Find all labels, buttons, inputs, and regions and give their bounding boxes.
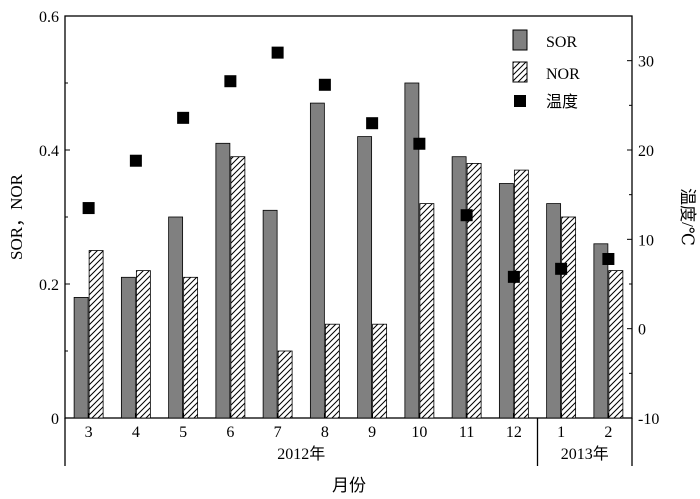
y2-tick-label: 0	[638, 322, 646, 339]
sor-bar	[309, 102, 325, 419]
legend-temp-marker	[514, 95, 526, 107]
legend-temp-label: 温度	[546, 93, 578, 111]
temperature-point	[271, 46, 284, 59]
x-tick-label: 6	[226, 424, 234, 441]
x-tick-label: 2	[604, 424, 612, 441]
temperature-point	[224, 75, 237, 88]
year-label: 2012年	[277, 445, 325, 463]
temperature-point	[507, 270, 520, 283]
nor-bar	[277, 350, 293, 419]
sor-bar	[404, 82, 420, 419]
sor-bar	[73, 296, 89, 419]
nor-bar	[372, 323, 388, 419]
temperature-point	[366, 117, 379, 130]
legend-nor-swatch	[512, 61, 528, 83]
x-tick-label: 1	[557, 424, 565, 441]
temperature-point	[413, 137, 426, 150]
temperature-point	[318, 78, 331, 91]
nor-bar	[608, 270, 624, 419]
temperature-point	[82, 202, 95, 215]
nor-bar	[88, 250, 104, 419]
sor-bar	[120, 276, 136, 419]
x-tick-label: 10	[411, 424, 427, 441]
legend-nor-label: NOR	[546, 66, 580, 83]
y-tick-label: 0.2	[39, 277, 59, 294]
temperature-point	[602, 252, 615, 265]
sor-bar	[262, 209, 278, 419]
x-tick-label: 11	[459, 424, 474, 441]
nor-bar	[466, 162, 482, 419]
x-tick-label: 12	[506, 424, 522, 441]
sor-bar	[546, 203, 562, 419]
legend-sor-swatch	[512, 29, 528, 51]
y2-axis-label: 温度/℃	[678, 188, 697, 246]
y-tick-label: 0.6	[39, 9, 59, 26]
temperature-point	[555, 262, 568, 275]
nor-bar	[324, 323, 340, 419]
y2-tick-label: -10	[638, 411, 659, 428]
nor-bar	[419, 203, 435, 419]
temperature-point	[177, 111, 190, 124]
x-tick-label: 8	[321, 424, 329, 441]
x-tick-label: 4	[132, 424, 140, 441]
sor-bar	[498, 183, 514, 419]
y-tick-label: 0	[51, 411, 59, 428]
x-tick-label: 7	[274, 424, 282, 441]
legend-sor-label: SOR	[546, 34, 577, 51]
sor-bar	[168, 216, 184, 419]
sor-bar	[357, 136, 373, 419]
y2-tick-label: 20	[638, 143, 654, 160]
y2-tick-label: 10	[638, 232, 654, 249]
nor-bar	[183, 276, 199, 419]
x-tick-label: 3	[85, 424, 93, 441]
nor-bar	[561, 216, 577, 419]
y2-tick-label: 30	[638, 54, 654, 71]
x-tick-label: 5	[179, 424, 187, 441]
sor-bar	[451, 156, 467, 419]
x-axis-label: 月份	[332, 476, 366, 495]
y-tick-label: 0.4	[39, 143, 59, 160]
nor-bar	[135, 270, 151, 419]
sor-bar	[593, 243, 609, 419]
temperature-point	[460, 209, 473, 222]
sor-bar	[215, 142, 231, 419]
x-tick-label: 9	[368, 424, 376, 441]
nor-bar	[230, 156, 246, 419]
legend: SOR NOR 温度	[512, 29, 580, 111]
nor-bar	[513, 169, 529, 419]
y-axis-label: SOR，NOR	[7, 173, 26, 260]
temperature-point	[129, 154, 142, 167]
year-label: 2013年	[561, 445, 609, 463]
